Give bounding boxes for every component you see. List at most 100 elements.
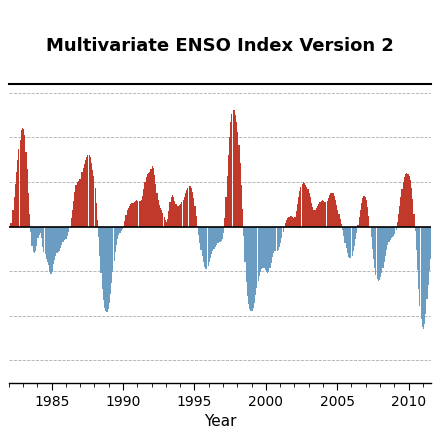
- Bar: [224, 219, 225, 227]
- Bar: [200, 227, 202, 250]
- Bar: [348, 227, 349, 257]
- Bar: [392, 227, 393, 237]
- Bar: [115, 227, 116, 252]
- Bar: [108, 227, 109, 309]
- Bar: [318, 204, 319, 227]
- Bar: [212, 227, 213, 251]
- Bar: [382, 227, 384, 268]
- Bar: [360, 209, 361, 227]
- Bar: [55, 227, 56, 256]
- Bar: [347, 227, 348, 253]
- Bar: [398, 214, 399, 227]
- Bar: [203, 227, 204, 262]
- Bar: [249, 227, 250, 309]
- Bar: [43, 227, 44, 252]
- Bar: [254, 227, 255, 303]
- Bar: [321, 201, 322, 227]
- Bar: [411, 187, 412, 227]
- Bar: [76, 185, 77, 227]
- Bar: [121, 227, 122, 231]
- Bar: [153, 168, 154, 227]
- Bar: [424, 227, 425, 324]
- Bar: [185, 194, 186, 227]
- Bar: [54, 227, 55, 260]
- Bar: [213, 227, 215, 249]
- Bar: [273, 227, 274, 253]
- Bar: [401, 189, 403, 227]
- Bar: [274, 227, 275, 251]
- Bar: [158, 200, 159, 227]
- Bar: [294, 216, 296, 227]
- Bar: [132, 203, 134, 227]
- Bar: [42, 227, 43, 246]
- Bar: [311, 203, 312, 227]
- Bar: [399, 205, 400, 227]
- Bar: [380, 227, 381, 277]
- Bar: [58, 227, 59, 252]
- Bar: [180, 204, 181, 227]
- Bar: [261, 227, 262, 269]
- Bar: [196, 216, 197, 227]
- Bar: [404, 177, 405, 227]
- Bar: [343, 227, 345, 236]
- Bar: [235, 115, 236, 227]
- Bar: [363, 196, 365, 227]
- Bar: [160, 208, 161, 227]
- Bar: [17, 160, 18, 227]
- Bar: [14, 197, 15, 227]
- Bar: [178, 206, 179, 227]
- Bar: [303, 182, 304, 227]
- Bar: [173, 198, 174, 227]
- Bar: [268, 227, 269, 272]
- Bar: [236, 122, 237, 227]
- Bar: [77, 182, 78, 227]
- Bar: [168, 211, 169, 227]
- Bar: [331, 193, 332, 227]
- Bar: [378, 227, 379, 281]
- Bar: [220, 227, 222, 241]
- Bar: [93, 176, 95, 227]
- Bar: [106, 227, 107, 312]
- Bar: [301, 183, 303, 227]
- Bar: [350, 227, 352, 258]
- Bar: [86, 157, 87, 227]
- Bar: [353, 227, 354, 251]
- Bar: [114, 227, 115, 261]
- Bar: [296, 211, 297, 227]
- Bar: [21, 130, 22, 227]
- Bar: [269, 227, 271, 268]
- Bar: [391, 227, 392, 238]
- Bar: [242, 209, 243, 227]
- Bar: [70, 226, 71, 227]
- Bar: [65, 227, 66, 239]
- Bar: [257, 227, 259, 281]
- Bar: [88, 155, 90, 227]
- Bar: [306, 187, 308, 227]
- Bar: [68, 227, 70, 232]
- Bar: [423, 227, 424, 329]
- Bar: [123, 226, 124, 227]
- Bar: [79, 179, 80, 227]
- Bar: [161, 210, 162, 227]
- Bar: [232, 110, 234, 227]
- Bar: [419, 227, 421, 306]
- Bar: [103, 227, 104, 300]
- Bar: [143, 189, 144, 227]
- Bar: [326, 201, 328, 227]
- Bar: [373, 227, 374, 259]
- Bar: [237, 132, 238, 227]
- Bar: [73, 201, 74, 227]
- Bar: [394, 227, 396, 234]
- Bar: [205, 227, 206, 269]
- Bar: [197, 226, 198, 227]
- Bar: [166, 223, 167, 227]
- Bar: [59, 227, 60, 251]
- Bar: [305, 184, 306, 227]
- Bar: [330, 194, 331, 227]
- Bar: [337, 209, 338, 227]
- Bar: [67, 227, 68, 236]
- Bar: [409, 176, 410, 227]
- Bar: [127, 210, 128, 227]
- Bar: [377, 227, 378, 279]
- Bar: [416, 227, 417, 250]
